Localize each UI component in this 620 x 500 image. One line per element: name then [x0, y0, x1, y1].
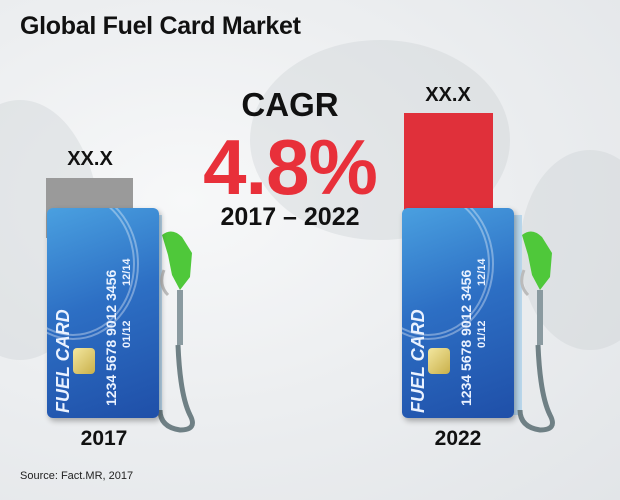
card-expiration: 12/14: [121, 258, 133, 286]
card-valid-from: 01/12: [476, 320, 488, 348]
source-note: Source: Fact.MR, 2017: [20, 470, 134, 482]
cagr-label: CAGR: [241, 86, 339, 123]
card-brand: FUEL CARD: [53, 309, 73, 413]
fuel-nozzle-icon: [510, 215, 555, 433]
card-brand: FUEL CARD: [408, 309, 428, 413]
data-label-2017: XX.X: [67, 148, 113, 170]
card-number: 1234 5678 9012 3456: [458, 269, 474, 406]
cagr-period: 2017 – 2022: [220, 203, 360, 231]
chart-title: Global Fuel Card Market: [20, 12, 301, 40]
data-label-2022: XX.X: [425, 84, 471, 106]
cagr-value: 4.8%: [203, 123, 378, 211]
fuel-card-2017: FUEL CARD 1234 5678 9012 3456 01/12 12/1…: [47, 208, 159, 418]
card-expiration: 12/14: [476, 258, 488, 286]
card-valid-from: 01/12: [121, 320, 133, 348]
category-label-2022: 2022: [434, 427, 482, 450]
fuel-card-2022: FUEL CARD 1234 5678 9012 3456 01/12 12/1…: [402, 208, 514, 418]
fuel-nozzle-icon: [150, 215, 195, 433]
category-label-2017: 2017: [80, 427, 128, 450]
card-number: 1234 5678 9012 3456: [103, 269, 119, 406]
